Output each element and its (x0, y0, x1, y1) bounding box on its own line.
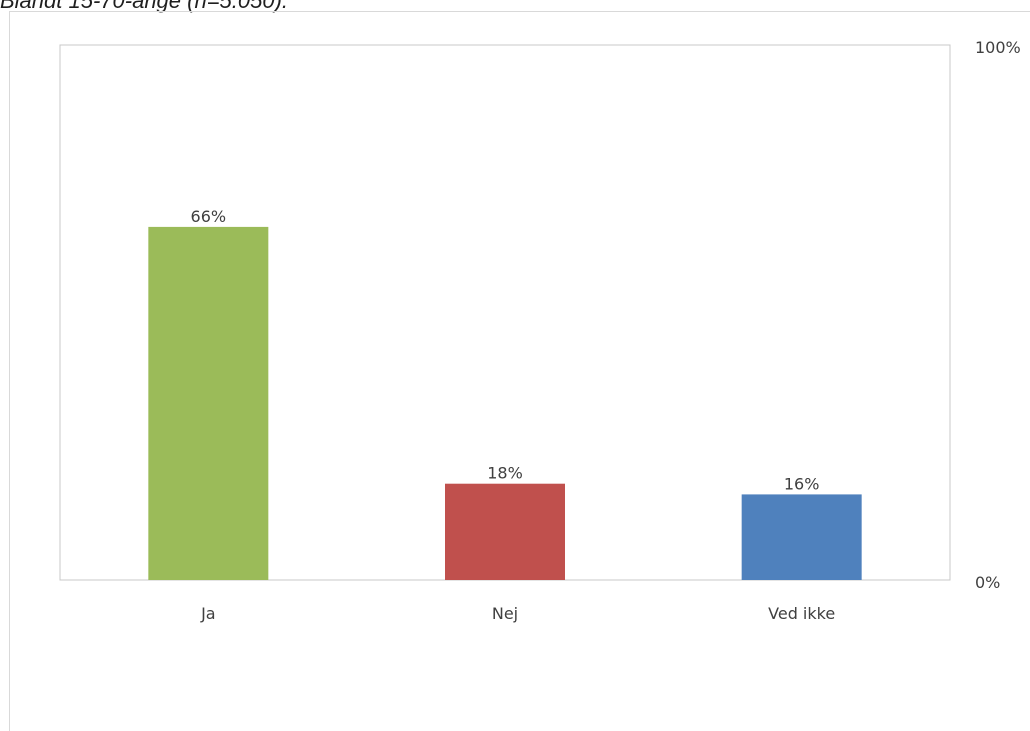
y-tick-label-0: 0% (975, 573, 1000, 592)
category-label-nej: Nej (492, 604, 518, 623)
category-labels-group: Ja Nej Ved ikke (200, 604, 835, 623)
bar-nej (445, 483, 565, 580)
category-label-ved-ikke: Ved ikke (768, 604, 835, 623)
value-label-ved-ikke: 16% (784, 474, 820, 493)
bar-chart: 66% 18% 16% Ja Nej Ved ikke 0% 100% (59, 38, 1021, 623)
chart-frame (9, 11, 1030, 731)
bar-ved-ikke (741, 494, 862, 580)
bar-ja (148, 226, 269, 580)
value-label-nej: 18% (487, 464, 523, 483)
bars-group (148, 226, 862, 580)
category-label-ja: Ja (200, 604, 216, 623)
y-axis-group: 0% 100% (975, 38, 1021, 592)
value-labels-group: 66% 18% 16% (191, 207, 820, 494)
value-label-ja: 66% (191, 207, 227, 226)
chart-caption: Blandt 15-70-årige (n=5.050). (0, 0, 289, 13)
y-tick-label-100: 100% (975, 38, 1021, 57)
